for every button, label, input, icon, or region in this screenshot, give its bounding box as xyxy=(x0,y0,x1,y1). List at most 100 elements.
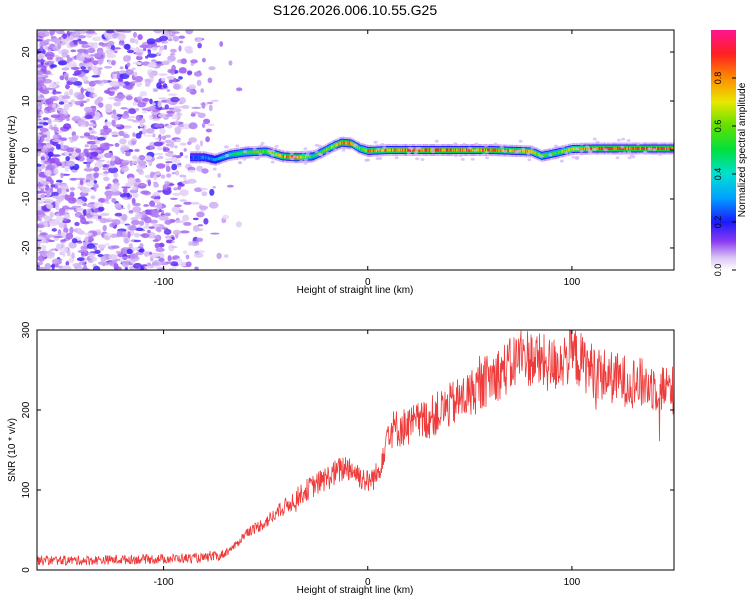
ridge-core xyxy=(568,148,570,152)
ridge-core xyxy=(584,147,586,151)
noise-blob xyxy=(90,105,97,109)
ridge-core xyxy=(514,149,516,153)
ridge-noise xyxy=(242,157,247,161)
noise-blob xyxy=(179,189,189,197)
noise-blob xyxy=(70,49,77,53)
noise-blob xyxy=(37,255,46,262)
noise-blob xyxy=(46,203,54,209)
ridge-core xyxy=(282,154,284,158)
ridge-core xyxy=(666,147,668,150)
colorbar-ticks: 0.0 0.2 0.4 0.6 0.8 xyxy=(713,72,736,276)
noise-blob xyxy=(128,108,137,115)
noise-blob xyxy=(81,44,90,49)
ridge-core xyxy=(528,149,530,153)
noise-blob xyxy=(193,71,203,77)
noise-blob xyxy=(37,163,42,167)
noise-blob xyxy=(186,178,197,184)
ridge-core xyxy=(491,148,493,152)
ridge-core xyxy=(569,148,571,152)
ridge-core xyxy=(350,142,352,145)
noise-blob xyxy=(190,111,200,114)
noise-blob xyxy=(79,119,86,126)
noise-blob xyxy=(135,108,140,112)
noise-blob xyxy=(45,189,51,195)
noise-blob xyxy=(48,219,59,227)
ridge-core xyxy=(370,149,372,153)
noise-blob xyxy=(154,171,161,176)
ridge-core xyxy=(465,148,467,152)
ridge-noise xyxy=(592,137,597,141)
noise-blob xyxy=(90,195,96,200)
noise-blob xyxy=(118,130,125,136)
noise-blob xyxy=(139,243,144,248)
noise-blob xyxy=(200,88,205,93)
noise-blob xyxy=(75,148,82,154)
noise-blob xyxy=(71,31,81,38)
ridge-core xyxy=(442,148,444,152)
noise-blob xyxy=(158,113,168,118)
ridge-core xyxy=(352,142,354,146)
noise-blob xyxy=(105,48,114,56)
noise-blob xyxy=(132,155,138,160)
noise-blob xyxy=(162,62,170,65)
ridge-core xyxy=(526,149,528,153)
noise-blob xyxy=(190,113,196,117)
ridge-core xyxy=(239,151,241,155)
ridge-core xyxy=(533,150,535,154)
ridge-core xyxy=(544,153,546,157)
ridge-core xyxy=(312,154,314,158)
noise-blob xyxy=(53,55,59,58)
ridge-core xyxy=(615,147,617,150)
noise-blob xyxy=(173,77,177,83)
ridge-noise xyxy=(314,150,319,153)
noise-blob xyxy=(178,102,183,105)
ridge-noise xyxy=(621,137,626,141)
noise-blob xyxy=(116,114,123,118)
ridge-core xyxy=(560,150,562,154)
noise-blob xyxy=(111,198,117,203)
noise-blob xyxy=(146,53,157,58)
noise-blob xyxy=(71,64,78,67)
noise-blob xyxy=(152,239,159,243)
ridge-core xyxy=(263,150,265,154)
noise-blob xyxy=(166,110,175,114)
noise-blob xyxy=(67,207,76,210)
noise-blob xyxy=(207,77,213,84)
ridge-core xyxy=(330,146,332,150)
ridge-core xyxy=(223,155,225,159)
ridge-core xyxy=(255,150,257,154)
noise-blob xyxy=(56,182,60,185)
x-tick-label: -100 xyxy=(154,277,174,288)
ridge-core xyxy=(356,145,358,148)
x-tick-label: -100 xyxy=(154,577,174,588)
ridge-core xyxy=(269,151,271,154)
noise-blob xyxy=(201,168,209,174)
ridge-core xyxy=(597,147,599,150)
noise-blob xyxy=(70,66,80,70)
ridge-core xyxy=(405,148,407,152)
noise-blob xyxy=(177,124,185,128)
ridge-core xyxy=(665,147,667,150)
noise-blob xyxy=(114,50,118,54)
noise-blob xyxy=(93,180,98,184)
ridge-core xyxy=(286,155,288,159)
ridge-core xyxy=(523,149,525,153)
noise-blob xyxy=(53,127,58,133)
ridge-core xyxy=(416,148,418,152)
noise-blob xyxy=(135,46,140,54)
noise-blob xyxy=(131,80,138,84)
noise-blob xyxy=(146,38,156,45)
noise-blob xyxy=(156,82,162,89)
noise-blob xyxy=(144,78,152,86)
noise-blob xyxy=(138,248,145,253)
noise-blob xyxy=(66,250,71,257)
ridge-core xyxy=(306,155,308,159)
noise-blob xyxy=(164,139,172,144)
ridge-core xyxy=(501,148,503,152)
ridge-core xyxy=(204,155,206,159)
noise-blob xyxy=(52,119,60,123)
ridge-core xyxy=(323,149,325,153)
ridge-core xyxy=(485,148,487,152)
ridge-core xyxy=(427,148,429,152)
ridge-core xyxy=(345,141,347,145)
